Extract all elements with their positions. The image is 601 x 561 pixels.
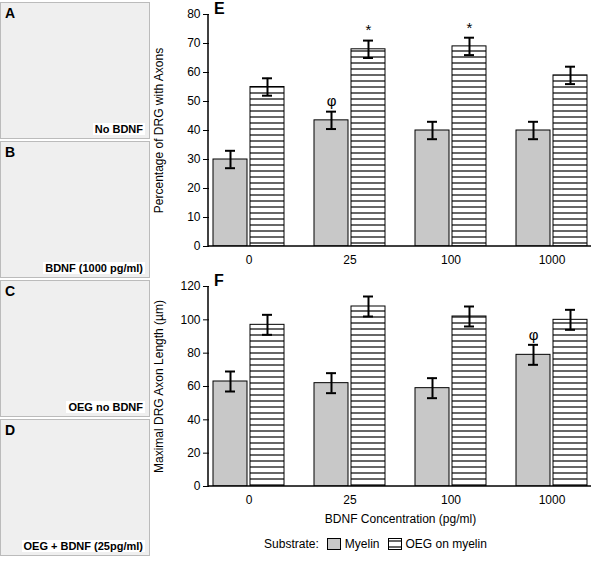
svg-text:*: *	[467, 19, 473, 36]
svg-text:120: 120	[180, 279, 200, 293]
svg-text:φ: φ	[529, 326, 539, 343]
html-text:No BDNF: No BDNF	[94, 123, 143, 135]
svg-text:100: 100	[180, 313, 200, 327]
svg-text:10: 10	[187, 210, 201, 224]
svg-text:40: 40	[187, 123, 201, 137]
html-text:F: F	[214, 272, 224, 289]
html-text:BDNF (1000 pg/ml): BDNF (1000 pg/ml)	[45, 262, 143, 274]
html-text:Myelin: Myelin	[344, 537, 380, 551]
svg-text:0: 0	[194, 239, 201, 253]
svg-text:70: 70	[187, 36, 201, 50]
svg-text:*: *	[366, 21, 372, 38]
svg-text:60: 60	[187, 65, 201, 79]
svg-text:Maximal DRG Axon Length (µm): Maximal DRG Axon Length (µm)	[152, 300, 166, 473]
svg-text:φ: φ	[327, 92, 337, 109]
svg-text:1000: 1000	[539, 253, 566, 267]
svg-text:1000: 1000	[539, 493, 566, 507]
html-text:OEG on myelin: OEG on myelin	[405, 537, 487, 551]
html-text:C: C	[5, 283, 16, 299]
svg-text:80: 80	[187, 346, 201, 360]
svg-text:0: 0	[194, 479, 201, 493]
html-text:Substrate:: Substrate:	[264, 537, 319, 551]
svg-text:60: 60	[187, 379, 201, 393]
html-text:OEG no BDNF: OEG no BDNF	[68, 401, 143, 413]
svg-text:20: 20	[187, 181, 201, 195]
svg-text:100: 100	[441, 253, 461, 267]
html-text:A: A	[5, 5, 16, 21]
html-text:OEG + BDNF (25pg/ml): OEG + BDNF (25pg/ml)	[23, 540, 143, 552]
svg-text:20: 20	[187, 446, 201, 460]
svg-text:BDNF Concentration (pg/ml): BDNF Concentration (pg/ml)	[325, 512, 476, 526]
svg-text:25: 25	[343, 253, 357, 267]
html-text:B: B	[5, 144, 16, 160]
svg-text:100: 100	[441, 493, 461, 507]
svg-text:50: 50	[187, 94, 201, 108]
svg-text:0: 0	[246, 493, 253, 507]
html-text:D: D	[5, 422, 16, 438]
svg-text:Percentage of DRG with Axons: Percentage of DRG with Axons	[152, 48, 166, 213]
svg-text:30: 30	[187, 152, 201, 166]
svg-text:40: 40	[187, 413, 201, 427]
svg-text:25: 25	[343, 493, 357, 507]
svg-text:80: 80	[187, 7, 201, 21]
svg-text:0: 0	[246, 253, 253, 267]
html-text:E: E	[214, 0, 225, 17]
